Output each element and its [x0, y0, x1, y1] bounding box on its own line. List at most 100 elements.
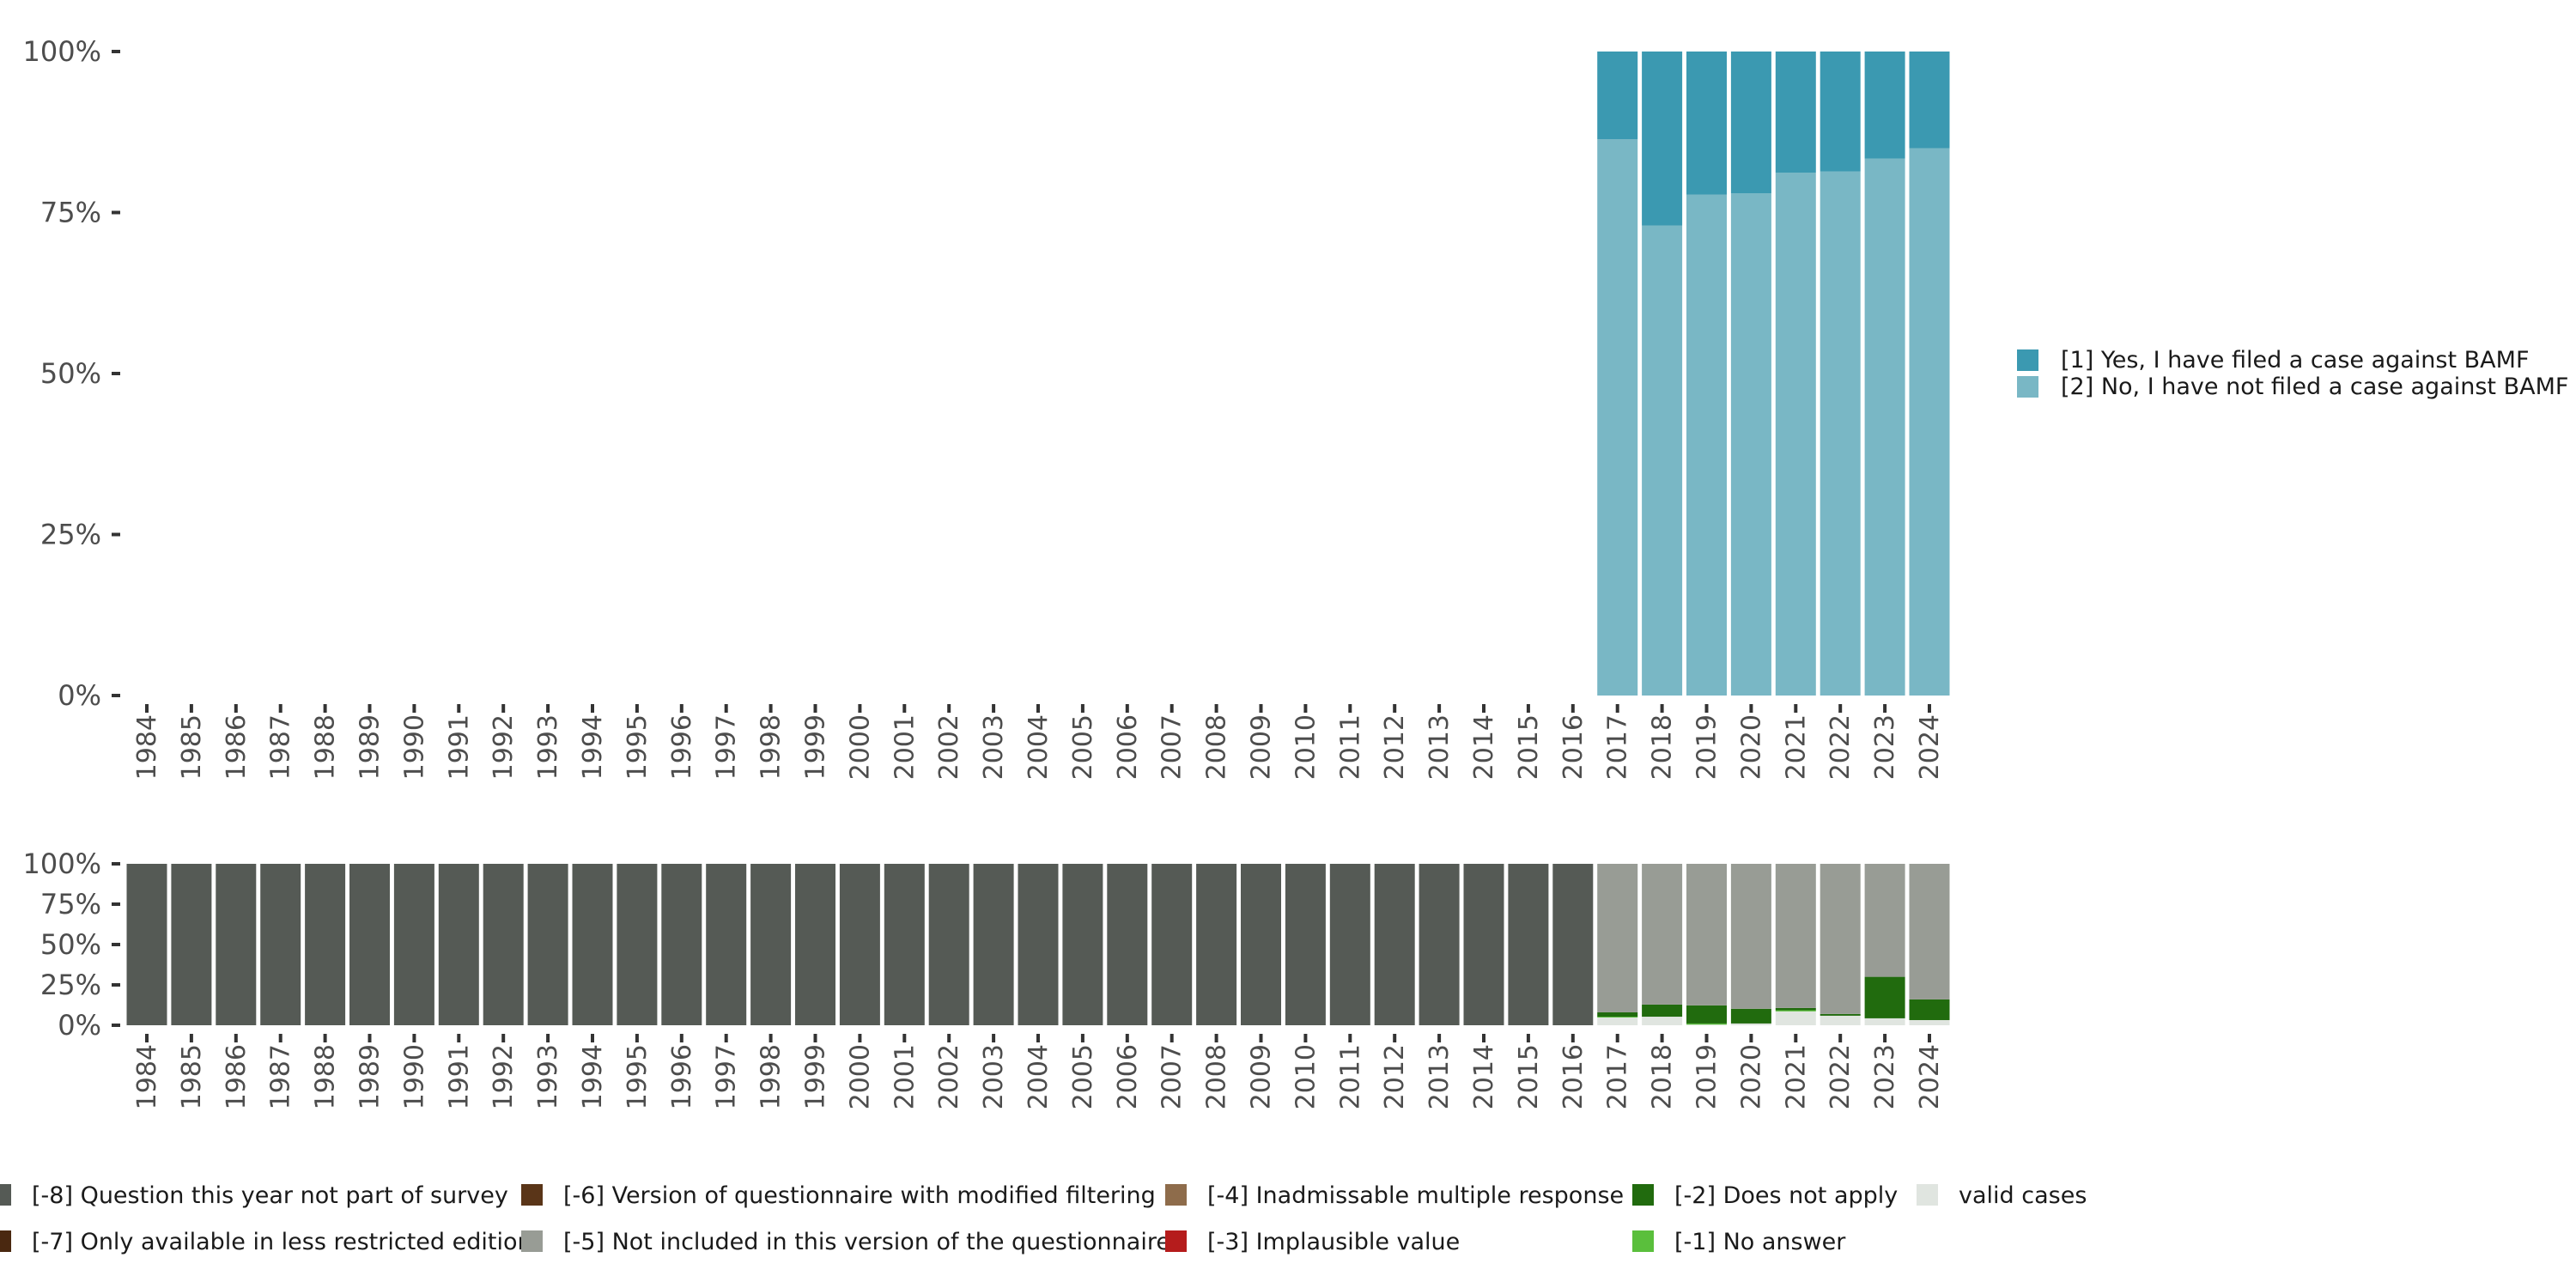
y-tick-label: 25%	[40, 519, 101, 551]
bar-segment-2019-s0	[1686, 1024, 1727, 1025]
x-tick-label: 1991	[444, 1044, 474, 1109]
bar-segment-2021-s0	[1775, 173, 1816, 696]
bar-segment-1998-s8	[750, 864, 792, 1025]
x-tick-label: 2004	[1024, 1044, 1054, 1109]
legend-swatch	[521, 1230, 543, 1252]
bar-segment-2024-s0	[1909, 148, 1950, 696]
x-tick-label: 2012	[1380, 714, 1410, 780]
x-tick-label: 1987	[266, 1044, 296, 1109]
x-tick-label: 2002	[934, 714, 964, 780]
x-tick-label: 1986	[222, 1044, 252, 1109]
legend-swatch	[1165, 1184, 1187, 1206]
bar-segment-1994-s8	[572, 864, 613, 1025]
legend-missing: [-8] Question this year not part of surv…	[0, 1182, 2087, 1255]
bar-segment-2017-s0	[1597, 139, 1638, 696]
x-tick-label: 1992	[489, 1044, 519, 1109]
legend-label: [-3] Implausible value	[1207, 1229, 1460, 1255]
x-tick-label: 1992	[489, 714, 519, 780]
x-tick-label: 2021	[1781, 1044, 1811, 1109]
legend-swatch	[0, 1230, 11, 1252]
bar-segment-2023-s5	[1864, 864, 1905, 977]
x-tick-label: 2020	[1736, 714, 1766, 780]
x-tick-label: 1993	[533, 1044, 563, 1109]
legend-label: [-2] Does not apply	[1674, 1182, 1898, 1209]
bar-segment-2006-s8	[1107, 864, 1148, 1025]
bar-segment-2018-s2	[1642, 1004, 1683, 1018]
bar-segment-2022-s5	[1820, 864, 1861, 1014]
bar-segment-2017-s0	[1597, 1017, 1638, 1025]
bar-segment-2021-s0	[1775, 1011, 1816, 1025]
x-tick-label: 2012	[1380, 1044, 1410, 1109]
x-tick-label: 2003	[979, 1044, 1009, 1109]
y-tick-label: 25%	[40, 969, 101, 1001]
x-tick-label: 2019	[1692, 1044, 1722, 1109]
x-tick-label: 2020	[1736, 1044, 1766, 1109]
legend-main: [1] Yes, I have filed a case against BAM…	[2017, 347, 2568, 400]
x-tick-label: 2019	[1692, 714, 1722, 780]
x-tick-label: 2014	[1469, 1044, 1499, 1109]
bar-segment-2017-s1	[1597, 1017, 1638, 1018]
bar-segment-1986-s8	[216, 864, 257, 1025]
bar-segment-2022-s1	[1820, 52, 1861, 172]
x-tick-label: 1985	[177, 1044, 207, 1109]
bar-segment-2022-s0	[1820, 171, 1861, 696]
x-tick-label: 2018	[1648, 714, 1678, 780]
x-tick-label: 2010	[1291, 714, 1321, 780]
x-tick-label: 2001	[890, 1044, 920, 1109]
bar-segment-2023-s0	[1864, 1018, 1905, 1025]
x-tick-label: 1999	[801, 1044, 831, 1109]
y-tick-label: 100%	[23, 35, 101, 68]
x-tick-label: 1988	[311, 1044, 341, 1109]
x-tick-label: 2021	[1781, 714, 1811, 780]
x-tick-label: 2014	[1469, 714, 1499, 780]
x-tick-label: 2017	[1603, 714, 1633, 780]
bar-segment-1993-s8	[527, 864, 568, 1025]
y-tick-label: 0%	[58, 679, 101, 712]
x-tick-label: 2023	[1870, 714, 1900, 780]
bar-segment-2021-s2	[1775, 1007, 1816, 1011]
bar-segment-2018-s0	[1642, 1017, 1683, 1025]
y-tick-label: 50%	[40, 928, 101, 961]
legend-label: [-5] Not included in this version of the…	[563, 1229, 1170, 1255]
x-tick-label: 2003	[979, 714, 1009, 780]
bar-segment-2019-s5	[1686, 864, 1727, 1005]
bar-segment-2008-s8	[1196, 864, 1237, 1025]
x-tick-label: 1994	[578, 1044, 608, 1109]
x-tick-label: 1996	[667, 1044, 697, 1109]
bar-segment-2015-s8	[1508, 864, 1549, 1025]
x-tick-label: 2013	[1425, 1044, 1455, 1109]
bar-segment-2024-s5	[1909, 864, 1950, 999]
legend-label: [-4] Inadmissable multiple response	[1207, 1182, 1624, 1209]
x-tick-label: 2005	[1068, 714, 1098, 780]
y-tick-label: 75%	[40, 197, 101, 229]
bar-segment-2013-s8	[1419, 864, 1460, 1025]
bar-segment-2001-s8	[884, 864, 925, 1025]
bar-segment-1991-s8	[438, 864, 479, 1025]
bar-segment-2017-s2	[1597, 1012, 1638, 1018]
x-tick-label: 1990	[399, 1044, 429, 1109]
bar-segment-2020-s0	[1730, 193, 1771, 696]
x-tick-label: 2017	[1603, 1044, 1633, 1109]
x-tick-label: 2015	[1514, 714, 1544, 780]
x-tick-label: 2007	[1157, 714, 1188, 780]
x-tick-label: 2011	[1335, 714, 1365, 780]
x-tick-label: 2009	[1247, 714, 1277, 780]
x-tick-label: 1986	[222, 714, 252, 780]
bar-segment-2004-s8	[1018, 864, 1059, 1025]
x-tick-label: 1990	[399, 714, 429, 780]
x-tick-label: 1993	[533, 714, 563, 780]
bar-segment-1989-s8	[349, 864, 390, 1025]
x-tick-label: 2010	[1291, 1044, 1321, 1109]
x-tick-label: 2002	[934, 1044, 964, 1109]
bar-segment-2014-s8	[1463, 864, 1504, 1025]
bar-segment-2019-s2	[1686, 1005, 1727, 1024]
x-tick-label: 2024	[1915, 1044, 1945, 1109]
x-tick-label: 1989	[355, 714, 386, 780]
legend-swatch	[1165, 1230, 1187, 1252]
bar-segment-2009-s8	[1241, 864, 1281, 1025]
bar-segment-1992-s8	[483, 864, 524, 1025]
x-tick-label: 2011	[1335, 1044, 1365, 1109]
x-tick-label: 1994	[578, 714, 608, 780]
x-tick-label: 2022	[1826, 1044, 1856, 1109]
